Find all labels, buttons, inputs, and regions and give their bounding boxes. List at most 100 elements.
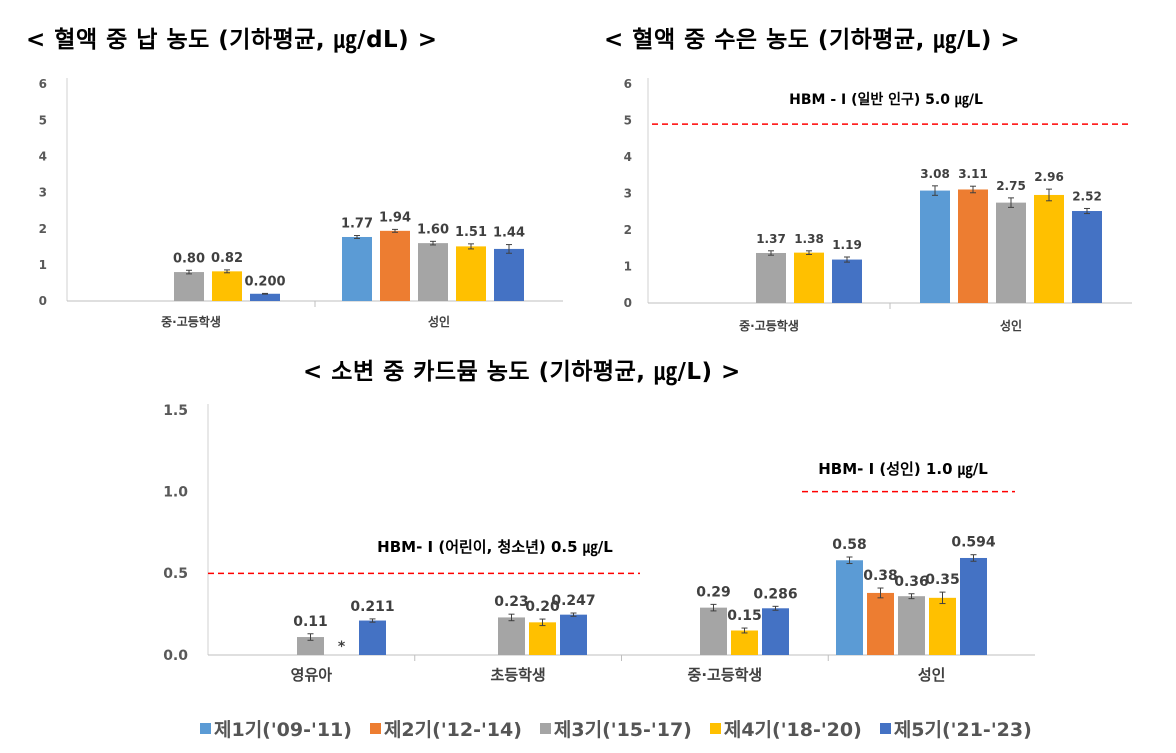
data-label: 0.200: [244, 274, 285, 289]
bar: [756, 252, 786, 303]
data-label: 1.51: [455, 225, 487, 240]
bar: [174, 272, 204, 301]
data-label: 0.35: [925, 572, 960, 588]
y-tick-label: 3: [39, 186, 47, 200]
legend-label: 제1기('09-'11): [214, 719, 352, 741]
y-tick-label: 4: [624, 150, 632, 164]
y-tick-label: 0: [624, 296, 632, 310]
bar: [380, 230, 410, 301]
bar: [1034, 194, 1064, 303]
bar: [1072, 211, 1102, 303]
mercury-chart-title: < 혈액 중 수은 농도 (기하평균, ㎍/L) >: [604, 27, 1021, 53]
legend-item-period-2: 제2기('12-'14): [369, 715, 522, 742]
bar: [342, 236, 372, 301]
data-label: 0.594: [951, 535, 996, 551]
y-tick-label: 2: [624, 223, 632, 237]
data-label: 0.23: [494, 594, 529, 610]
y-tick-label: 0.0: [163, 648, 188, 664]
bar: [418, 243, 448, 301]
bar: [498, 617, 525, 655]
data-label: 0.80: [173, 251, 205, 266]
data-label: 1.38: [794, 232, 824, 246]
data-label: 2.96: [1034, 170, 1064, 184]
data-label: 0.286: [753, 586, 797, 602]
legend-swatch: [369, 723, 381, 734]
legend-swatch: [539, 723, 551, 734]
category-label: 영유아: [291, 666, 333, 684]
bar: [794, 252, 824, 303]
bar: [297, 637, 324, 655]
lead-chart-title: < 혈액 중 납 농도 (기하평균, ㎍/dL) >: [26, 27, 438, 53]
bar: [731, 630, 758, 655]
y-tick-label: 1: [624, 260, 632, 274]
y-tick-label: 4: [39, 150, 47, 164]
bar: [762, 608, 789, 655]
y-tick-label: 5: [39, 113, 47, 127]
bar: [836, 560, 863, 655]
y-tick-label: 1: [39, 258, 47, 272]
data-label: 2.75: [996, 179, 1026, 193]
bar: [212, 271, 242, 301]
legend-swatch: [200, 723, 211, 734]
legend-item-period-3: 제3기('15-'17): [539, 715, 692, 742]
category-label: 중·고등학생: [739, 318, 799, 333]
legend-label: 제4기('18-'20): [723, 719, 862, 741]
legend-swatch: [879, 723, 891, 734]
data-label: 3.08: [920, 167, 950, 181]
bar: [832, 259, 862, 303]
reference-line-label: HBM- Ⅰ (성인) 1.0 ㎍/L: [818, 460, 988, 479]
category-label: 성인: [1000, 318, 1022, 333]
data-label: 0.15: [727, 608, 762, 624]
bar: [560, 614, 587, 655]
y-tick-label: 1.5: [163, 403, 188, 419]
y-tick-label: 0.5: [163, 566, 188, 582]
bar: [359, 620, 386, 655]
legend-item-period-5: 제5기('21-'23): [879, 715, 1032, 742]
data-label: 1.19: [832, 238, 862, 252]
bar: [920, 190, 950, 303]
bar: [700, 607, 727, 655]
y-tick-label: 3: [624, 187, 632, 201]
legend-label: 제5기('21-'23): [893, 719, 1032, 741]
data-label: 0.58: [832, 537, 867, 553]
data-label: 0.38: [863, 568, 898, 584]
legend-label: 제3기('15-'17): [553, 719, 692, 741]
bar: [250, 293, 280, 301]
data-label: 0.11: [293, 614, 328, 630]
y-tick-label: 0: [39, 294, 47, 308]
bar: [867, 592, 894, 655]
cadmium-chart-title: < 소변 중 카드뮴 농도 (기하평균, ㎍/L) >: [303, 359, 741, 385]
y-tick-label: 5: [624, 114, 632, 128]
chart-legend: 제1기('09-'11) 제2기('12-'14) 제3기('15-'17) 제…: [200, 715, 1032, 742]
bar: [929, 597, 956, 655]
bar: [898, 596, 925, 655]
data-label: 0.82: [211, 251, 243, 266]
y-tick-label: 6: [624, 77, 632, 91]
category-label: 성인: [428, 314, 450, 329]
bar: [494, 248, 524, 301]
category-label: 성인: [918, 666, 946, 684]
data-label: 1.37: [756, 232, 786, 246]
data-label: 1.60: [417, 222, 449, 237]
legend-item-period-1: 제1기('09-'11): [200, 715, 352, 742]
data-label: 0.36: [894, 574, 929, 590]
y-tick-label: 6: [39, 77, 47, 91]
bar: [960, 557, 987, 655]
data-label: 0.211: [350, 599, 394, 615]
bar: [456, 246, 486, 301]
data-label: 0.20: [525, 599, 560, 615]
data-label: *: [338, 639, 346, 655]
data-label: 2.52: [1072, 189, 1102, 203]
category-label: 초등학생: [491, 666, 546, 684]
legend-item-period-4: 제4기('18-'20): [709, 715, 862, 742]
data-label: 0.247: [551, 593, 595, 609]
bar: [996, 202, 1026, 303]
data-label: 3.11: [958, 167, 988, 181]
data-label: 1.44: [493, 226, 525, 241]
bar: [958, 189, 988, 303]
data-label: 1.94: [379, 210, 411, 225]
reference-line-label: HBM - Ⅰ (일반 인구) 5.0 ㎍/L: [789, 91, 983, 109]
legend-label: 제2기('12-'14): [383, 719, 522, 741]
y-tick-label: 2: [39, 222, 47, 236]
data-label: 1.77: [341, 217, 373, 232]
